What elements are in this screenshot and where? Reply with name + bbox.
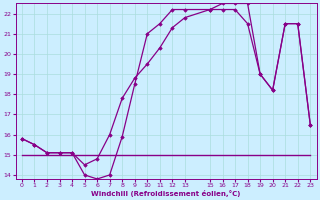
- X-axis label: Windchill (Refroidissement éolien,°C): Windchill (Refroidissement éolien,°C): [92, 190, 241, 197]
